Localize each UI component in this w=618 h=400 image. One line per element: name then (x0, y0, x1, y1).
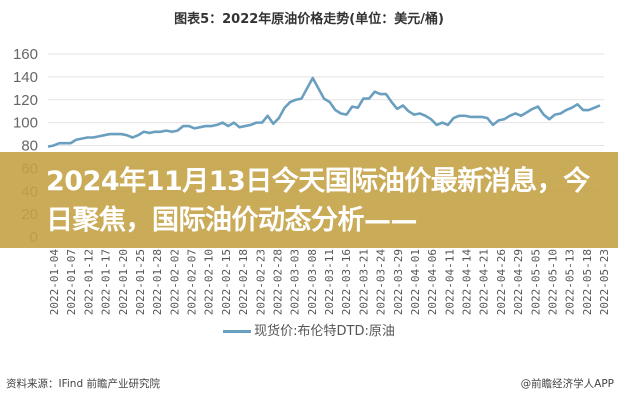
headline-text: 2024年11月13日今天国际油价最新消息，今日聚焦，国际油价动态分析—— (46, 166, 590, 236)
y-tick-label: 80 (21, 138, 38, 155)
legend-swatch (223, 330, 252, 333)
x-tick-label: 2022-03-16 (340, 249, 353, 315)
legend: 现货价:布伦特DTD:原油 (0, 320, 618, 339)
x-tick-label: 2022-01-12 (82, 249, 95, 315)
y-tick-label: 100 (13, 115, 38, 132)
x-tick-label: 2022-01-20 (117, 249, 130, 315)
x-tick-label: 2022-02-23 (254, 249, 267, 315)
x-tick-label: 2022-05-05 (529, 249, 542, 315)
x-tick-label: 2022-04-11 (443, 249, 456, 315)
x-tick-label: 2022-05-18 (581, 249, 594, 315)
x-tick-label: 2022-04-06 (426, 249, 439, 315)
headline-banner: 2024年11月13日今天国际油价最新消息，今日聚焦，国际油价动态分析—— (0, 152, 618, 248)
x-tick-label: 2022-01-04 (48, 249, 61, 316)
chart-title: 图表5：2022年原油价格走势(单位：美元/桶) (174, 12, 444, 27)
x-tick-label: 2022-04-14 (461, 249, 474, 316)
series-line (47, 76, 601, 148)
y-tick-label: 140 (13, 69, 38, 86)
x-tick-label: 2022-03-11 (323, 249, 336, 315)
credit-note: @前瞻经济学人APP (520, 378, 614, 390)
x-tick-label: 2022-02-15 (220, 249, 233, 315)
x-tick-label: 2022-02-28 (271, 249, 284, 315)
x-tick-label: 2022-01-25 (134, 249, 147, 315)
x-tick-label: 2022-05-13 (564, 249, 577, 315)
x-tick-label: 2022-01-07 (65, 249, 78, 315)
x-tick-label: 2022-03-24 (375, 249, 388, 316)
x-tick-label: 2022-04-01 (409, 249, 422, 315)
x-tick-label: 2022-01-17 (100, 249, 113, 315)
legend-label: 现货价:布伦特DTD:原油 (254, 324, 395, 339)
x-tick-label: 2022-01-28 (151, 249, 164, 315)
x-tick-label: 2022-03-08 (306, 249, 319, 315)
source-note: 资料来源：IFind 前瞻产业研究院 (6, 378, 160, 390)
y-tick-label: 120 (13, 92, 38, 109)
x-tick-label: 2022-02-02 (168, 249, 181, 315)
x-tick-label: 2022-04-21 (478, 249, 491, 315)
x-tick-label: 2022-03-29 (392, 249, 405, 315)
x-tick-label: 2022-03-21 (357, 249, 370, 315)
x-tick-label: 2022-05-10 (546, 249, 559, 315)
y-tick-label: 160 (13, 46, 38, 63)
x-tick-label: 2022-03-03 (289, 249, 302, 315)
x-tick-label: 2022-02-18 (237, 249, 250, 315)
x-tick-label: 2022-02-10 (203, 249, 216, 315)
x-tick-label: 2022-04-26 (495, 249, 508, 315)
x-tick-label: 2022-05-23 (598, 249, 611, 315)
x-tick-label: 2022-04-29 (512, 249, 525, 315)
x-tick-label: 2022-02-07 (186, 249, 199, 315)
